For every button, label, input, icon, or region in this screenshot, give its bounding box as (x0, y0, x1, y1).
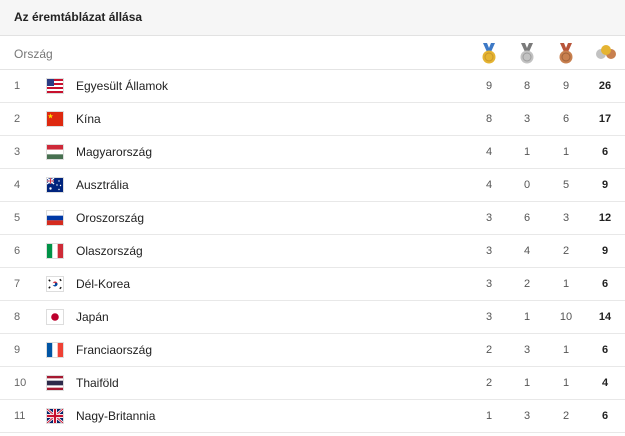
bronze-count: 1 (562, 344, 570, 356)
country-name: Dél-Korea (76, 277, 131, 291)
rank: 4 (14, 179, 21, 191)
country-name: Oroszország (76, 211, 145, 225)
gold-count: 3 (485, 245, 493, 257)
country-name: Nagy-Britannia (76, 409, 156, 423)
silver-count: 2 (523, 278, 531, 290)
bronze-medal-icon (559, 43, 573, 64)
silver-medal-icon (520, 43, 534, 64)
japan-flag-icon (47, 310, 63, 324)
total-count: 6 (601, 278, 609, 290)
rank: 5 (14, 212, 21, 224)
gold-count: 4 (485, 179, 493, 191)
table-row[interactable]: 2 Kína 8 3 6 17 (0, 103, 625, 136)
france-flag-icon (47, 343, 63, 357)
bronze-count: 10 (559, 311, 573, 323)
silver-count: 0 (523, 179, 531, 191)
table-row[interactable]: 11 Nagy-Britannia 1 3 2 6 (0, 400, 625, 433)
country-name: Thaiföld (76, 376, 119, 390)
rank: 11 (14, 410, 26, 422)
country-name: Ausztrália (76, 178, 129, 192)
gold-count: 3 (485, 212, 493, 224)
hungary-flag-icon (47, 145, 63, 159)
rank: 7 (14, 278, 21, 290)
total-count: 9 (601, 179, 609, 191)
country-name: Franciaország (76, 343, 153, 357)
bronze-count: 1 (562, 278, 570, 290)
table-row[interactable]: 8 Japán 3 1 10 14 (0, 301, 625, 334)
silver-count: 1 (523, 146, 531, 158)
gold-count: 1 (485, 410, 493, 422)
silver-count: 6 (523, 212, 531, 224)
china-flag-icon (47, 112, 63, 126)
silver-count: 3 (523, 410, 531, 422)
rank: 6 (14, 245, 21, 257)
uk-flag-icon (47, 409, 63, 423)
table-row[interactable]: 6 Olaszország 3 4 2 9 (0, 235, 625, 268)
country-name: Japán (76, 310, 109, 324)
bronze-count: 1 (562, 146, 570, 158)
total-count: 9 (601, 245, 609, 257)
bronze-count: 3 (562, 212, 570, 224)
table-row[interactable]: 3 Magyarország 4 1 1 6 (0, 136, 625, 169)
italy-flag-icon (47, 244, 63, 258)
country-name: Olaszország (76, 244, 143, 258)
rank: 3 (14, 146, 21, 158)
total-count: 14 (598, 311, 612, 323)
total-count: 17 (598, 113, 612, 125)
country-name: Kína (76, 112, 101, 126)
gold-count: 9 (485, 80, 493, 92)
bronze-count: 6 (562, 113, 570, 125)
total-medals-icon (596, 45, 616, 59)
bronze-count: 1 (562, 377, 570, 389)
rank: 9 (14, 344, 21, 356)
bronze-count: 2 (562, 245, 570, 257)
australia-flag-icon (47, 178, 63, 192)
rank: 2 (14, 113, 21, 125)
total-count: 4 (601, 377, 609, 389)
silver-count: 1 (523, 311, 531, 323)
south-korea-flag-icon (47, 277, 63, 291)
gold-medal-icon (482, 43, 496, 64)
gold-count: 8 (485, 113, 493, 125)
gold-count: 2 (485, 377, 493, 389)
gold-count: 3 (485, 278, 493, 290)
silver-count: 4 (523, 245, 531, 257)
total-count: 6 (601, 410, 609, 422)
rank: 1 (14, 80, 21, 92)
silver-count: 3 (523, 344, 531, 356)
table-row[interactable]: 1 Egyesült Államok 9 8 9 26 (0, 70, 625, 103)
rank: 8 (14, 311, 21, 323)
country-name: Magyarország (76, 145, 153, 159)
silver-count: 3 (523, 113, 531, 125)
table-row[interactable]: 5 Oroszország 3 6 3 12 (0, 202, 625, 235)
rank: 10 (14, 377, 27, 389)
column-header-row: Ország (0, 36, 625, 70)
gold-count: 2 (485, 344, 493, 356)
country-column-header: Ország (14, 47, 53, 61)
table-row[interactable]: 7 Dél-Korea 3 2 1 6 (0, 268, 625, 301)
gold-count: 3 (485, 311, 493, 323)
silver-count: 8 (523, 80, 531, 92)
bronze-count: 2 (562, 410, 570, 422)
us-flag-icon (47, 79, 63, 93)
medal-table-header: Az éremtáblázat állása (0, 0, 625, 36)
total-count: 6 (601, 146, 609, 158)
bronze-count: 9 (562, 80, 570, 92)
bronze-count: 5 (562, 179, 570, 191)
gold-count: 4 (485, 146, 493, 158)
total-count: 6 (601, 344, 609, 356)
thailand-flag-icon (47, 376, 63, 390)
silver-count: 1 (523, 377, 531, 389)
total-count: 12 (598, 212, 612, 224)
country-name: Egyesült Államok (76, 79, 169, 93)
table-row[interactable]: 9 Franciaország 2 3 1 6 (0, 334, 625, 367)
russia-flag-icon (47, 211, 63, 225)
total-count: 26 (598, 80, 612, 92)
table-row[interactable]: 10 Thaiföld 2 1 1 4 (0, 367, 625, 400)
page-title: Az éremtáblázat állása (14, 10, 143, 24)
table-row[interactable]: 4 Ausztrália 4 0 5 9 (0, 169, 625, 202)
